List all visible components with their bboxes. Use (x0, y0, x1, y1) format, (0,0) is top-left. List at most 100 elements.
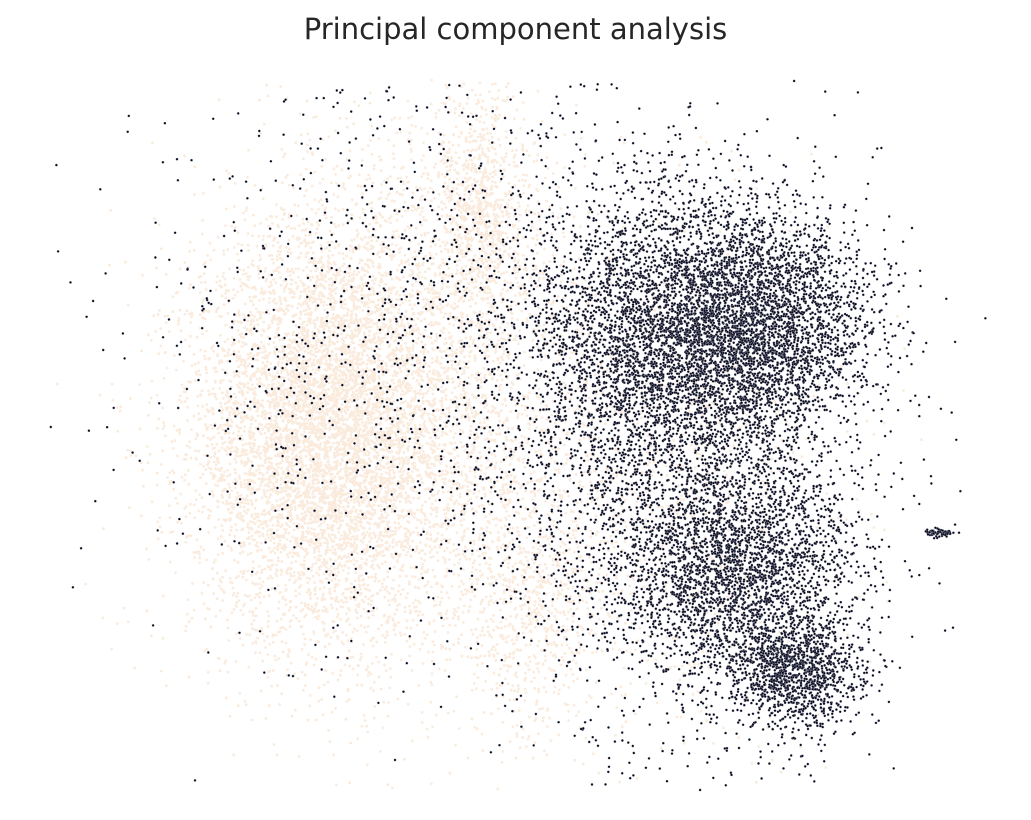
scatter-point (234, 477, 237, 481)
scatter-point (329, 548, 332, 552)
scatter-point (403, 610, 407, 613)
scatter-point (235, 595, 239, 598)
scatter-point (249, 426, 252, 429)
scatter-point (241, 340, 245, 344)
scatter-point (336, 445, 339, 448)
scatter-point (147, 333, 150, 337)
scatter-point (212, 248, 216, 252)
scatter-point (276, 521, 280, 524)
scatter-point (187, 482, 191, 486)
scatter-point (372, 289, 376, 293)
scatter-point (291, 535, 294, 538)
scatter-point (191, 582, 194, 586)
scatter-point (265, 533, 269, 536)
scatter-point (270, 253, 274, 257)
scatter-point (270, 517, 273, 521)
scatter-point (116, 429, 120, 433)
scatter-point (361, 421, 364, 424)
scatter-point (273, 335, 277, 339)
scatter-point (262, 383, 266, 387)
scatter-point (221, 575, 225, 579)
scatter-point (228, 424, 232, 427)
scatter-point (245, 462, 249, 465)
scatter-point (202, 263, 205, 266)
scatter-point (365, 668, 369, 671)
scatter-point (310, 568, 313, 572)
scatter-point (406, 550, 410, 554)
scatter-point (306, 501, 310, 505)
scatter-point (298, 472, 302, 476)
scatter-point (342, 314, 346, 317)
scatter-point (310, 184, 314, 188)
scatter-point (421, 396, 425, 399)
scatter-point (266, 353, 270, 357)
scatter-point (227, 482, 231, 486)
scatter-point (433, 424, 436, 427)
scatter-point (360, 351, 364, 355)
scatter-point (292, 356, 296, 360)
scatter-point (220, 524, 224, 527)
scatter-point (478, 451, 482, 455)
scatter-point (430, 782, 433, 786)
scatter-point (368, 329, 372, 333)
scatter-point (168, 482, 172, 486)
scatter-point (412, 515, 416, 519)
scatter-point (423, 317, 427, 321)
scatter-point (237, 412, 241, 415)
scatter-point (254, 295, 258, 299)
scatter-point (119, 405, 123, 409)
scatter-point (306, 551, 310, 555)
scatter-point (232, 288, 236, 292)
scatter-point (241, 643, 245, 647)
scatter-point (185, 612, 189, 616)
scatter-point (369, 517, 373, 521)
scatter-point (252, 354, 256, 358)
scatter-point (347, 467, 351, 470)
scatter-point (203, 260, 207, 264)
scatter-point (349, 354, 352, 358)
scatter-point (274, 454, 278, 458)
scatter-point (167, 504, 171, 507)
scatter-point (239, 403, 243, 407)
scatter-point (393, 532, 397, 536)
scatter-point (236, 591, 240, 595)
scatter-point (350, 288, 354, 291)
scatter-point (390, 334, 394, 338)
scatter-point (337, 556, 340, 560)
scatter-point (208, 466, 211, 470)
scatter-point (301, 157, 305, 161)
scatter-point (313, 300, 317, 304)
scatter-point (284, 402, 288, 405)
scatter-point (216, 656, 220, 660)
scatter-point (229, 439, 233, 443)
scatter-point (230, 611, 234, 615)
scatter-point (449, 466, 453, 470)
scatter-point (360, 406, 363, 409)
scatter-point (429, 533, 433, 537)
scatter-point (322, 473, 325, 477)
scatter-point (218, 578, 222, 582)
scatter-point (216, 306, 220, 309)
scatter-point (409, 555, 413, 558)
scatter-point (267, 324, 271, 327)
scatter-point (279, 250, 283, 253)
scatter-point (232, 437, 236, 441)
scatter-point (347, 505, 350, 508)
scatter-point (242, 273, 245, 276)
scatter-point (257, 582, 261, 586)
scatter-point (396, 697, 400, 701)
scatter-point (455, 268, 459, 272)
scatter-point (109, 208, 113, 212)
scatter-point (333, 342, 337, 346)
scatter-point (447, 331, 451, 335)
scatter-point (428, 370, 432, 373)
scatter-point (297, 267, 301, 270)
scatter-point (166, 476, 169, 479)
scatter-point (383, 336, 387, 340)
scatter-point (294, 267, 298, 271)
scatter-point (219, 473, 223, 477)
scatter-point (275, 258, 279, 262)
scatter-point (221, 275, 225, 278)
scatter-point (343, 409, 347, 412)
scatter-point (228, 267, 231, 271)
